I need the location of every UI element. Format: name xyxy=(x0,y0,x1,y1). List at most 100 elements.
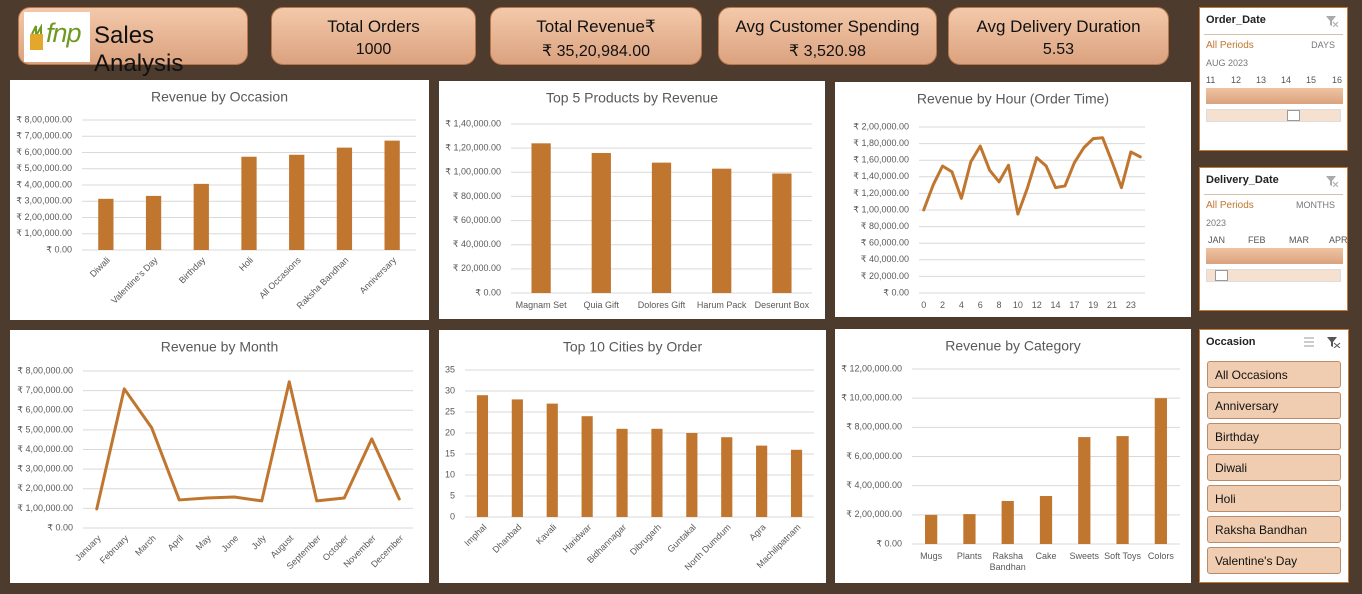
bar xyxy=(1039,496,1053,544)
x-tick-label: Raksha Bandhan xyxy=(295,255,351,311)
x-tick-label: Magnam Set xyxy=(515,300,567,310)
y-tick-label: 20 xyxy=(445,427,455,437)
time-level[interactable]: DAYS xyxy=(1311,40,1335,50)
timeline-label: 11 xyxy=(1206,75,1216,85)
bar xyxy=(925,514,938,544)
x-tick-label: Plants xyxy=(956,551,982,561)
chart-title: Revenue by Month xyxy=(161,339,279,355)
slicer-icons[interactable] xyxy=(1302,336,1342,348)
slicer-selection: All Periods xyxy=(1206,40,1254,51)
y-tick-label: ₹ 4,00,000.00 xyxy=(17,444,73,454)
y-tick-label: ₹ 6,00,000.00 xyxy=(16,147,72,157)
y-tick-label: ₹ 6,00,000.00 xyxy=(846,451,902,461)
logo-icon xyxy=(30,24,43,50)
slicer-title: Delivery_Date xyxy=(1206,174,1279,186)
y-tick-label: 30 xyxy=(445,385,455,395)
slicer-item[interactable]: Anniversary xyxy=(1207,392,1341,419)
y-tick-label: ₹ 8,00,000.00 xyxy=(17,365,73,375)
kpi-card: Avg Customer Spending ₹ 3,520.98 xyxy=(718,7,937,65)
kpi-card: Avg Delivery Duration 5.53 xyxy=(948,7,1169,65)
bar xyxy=(98,198,114,250)
bar xyxy=(686,433,698,517)
y-tick-label: ₹ 2,00,000.00 xyxy=(846,509,902,519)
slicer-item[interactable]: Diwali xyxy=(1207,454,1341,481)
slicer-item[interactable]: Birthday xyxy=(1207,423,1341,450)
x-tick-label: 17 xyxy=(1069,300,1080,310)
bar xyxy=(772,173,792,293)
bar xyxy=(712,168,732,293)
chart-title: Revenue by Occasion xyxy=(151,89,288,105)
clear-filter-icon[interactable] xyxy=(1325,15,1339,27)
x-tick-label: 21 xyxy=(1107,300,1118,310)
chart-title: Revenue by Category xyxy=(945,338,1080,354)
x-tick-label: May xyxy=(194,533,213,552)
y-tick-label: ₹ 8,00,000.00 xyxy=(16,114,72,124)
bar xyxy=(756,445,768,517)
y-tick-label: ₹ 40,000.00 xyxy=(453,239,501,249)
timeline-bar[interactable] xyxy=(1206,88,1343,104)
y-tick-label: ₹ 1,00,000.00 xyxy=(853,204,909,214)
y-tick-label: ₹ 1,80,000.00 xyxy=(853,138,909,148)
slicer-item[interactable]: Valentine's Day xyxy=(1207,547,1341,574)
slicer-item[interactable]: All Occasions xyxy=(1207,361,1341,388)
x-tick-label: Harum Pack xyxy=(696,300,747,310)
x-tick-label: All Occasions xyxy=(257,255,303,301)
x-tick-label: Colors xyxy=(1147,551,1174,561)
x-tick-label: 2 xyxy=(940,300,946,310)
x-tick-label: 4 xyxy=(958,300,964,310)
timeline-label: 15 xyxy=(1306,75,1317,85)
clear-filter-icon[interactable] xyxy=(1325,175,1339,187)
y-tick-label: ₹ 3,00,000.00 xyxy=(16,196,72,206)
timeline-bar[interactable] xyxy=(1206,248,1343,264)
y-tick-label: ₹ 7,00,000.00 xyxy=(16,131,72,141)
bar xyxy=(531,143,551,293)
y-tick-label: ₹ 8,00,000.00 xyxy=(846,422,902,432)
x-tick-label: 8 xyxy=(996,300,1002,310)
chart-panel: Revenue by Hour (Order Time) ₹ 0.00 ₹ 20,0… xyxy=(835,82,1191,317)
y-tick-label: ₹ 60,000.00 xyxy=(453,215,501,225)
x-tick-label: July xyxy=(249,533,268,552)
x-tick-label: Cake xyxy=(1035,551,1057,561)
x-tick-label: Soft Toys xyxy=(1104,551,1141,561)
bar xyxy=(546,403,558,517)
bar xyxy=(384,140,400,250)
y-tick-label: 25 xyxy=(445,406,455,416)
bar xyxy=(1154,398,1167,544)
kpi-label: Total Revenue₹ xyxy=(536,17,656,36)
bar xyxy=(1116,436,1129,544)
kpi-value: ₹ 35,20,984.00 xyxy=(541,43,651,60)
scrollbar[interactable] xyxy=(1206,269,1341,282)
slicer-title: Order_Date xyxy=(1206,14,1266,26)
x-tick-label: Quia Gift xyxy=(583,300,620,310)
timeline-slicer[interactable]: Order_Date All Periods DAYS AUG 2023 11 … xyxy=(1199,7,1348,151)
x-tick-label: Holi xyxy=(237,255,255,273)
bar xyxy=(241,156,257,250)
timeline-label: MAR xyxy=(1289,235,1309,245)
x-tick-label: Anniversary xyxy=(358,255,399,296)
x-tick-label: 0 xyxy=(921,300,927,310)
y-tick-label: 5 xyxy=(450,490,455,500)
slicer-item[interactable]: Holi xyxy=(1207,485,1341,512)
y-tick-label: ₹ 40,000.00 xyxy=(861,254,909,264)
chart: Top 10 Cities by Order 0 5 10 15 20 25 30 35 Imph… xyxy=(445,339,814,572)
y-tick-label: ₹ 20,000.00 xyxy=(861,271,909,281)
y-tick-label: 35 xyxy=(445,364,455,374)
timeline-slicer[interactable]: Delivery_Date All Periods MONTHS 2023 JA… xyxy=(1199,167,1348,311)
kpi-label: Total Orders xyxy=(327,17,420,36)
scrollbar[interactable] xyxy=(1206,109,1341,122)
chart: Revenue by Occasion ₹ 0.00 ₹ 1,00,000.00 ₹ … xyxy=(16,89,416,311)
bar xyxy=(651,162,672,293)
slicer-item[interactable]: Raksha Bandhan xyxy=(1207,516,1341,543)
x-tick-label: Dhanbad xyxy=(491,522,524,555)
chart: Revenue by Month ₹ 0.00 ₹ 1,00,000.00 ₹ 2,0… xyxy=(17,339,413,571)
y-tick-label: ₹ 20,000.00 xyxy=(453,263,501,273)
chart-panel: Revenue by Category ₹ 0.00 ₹ 2,00,000.00 ₹ … xyxy=(835,329,1191,583)
y-tick-label: ₹ 5,00,000.00 xyxy=(16,163,72,173)
time-level[interactable]: MONTHS xyxy=(1296,200,1335,210)
x-tick-label: Raksha Bandhan xyxy=(989,551,1026,572)
line xyxy=(922,136,1142,216)
y-tick-label: ₹ 80,000.00 xyxy=(861,221,909,231)
bar xyxy=(145,195,162,250)
bar xyxy=(193,183,209,250)
